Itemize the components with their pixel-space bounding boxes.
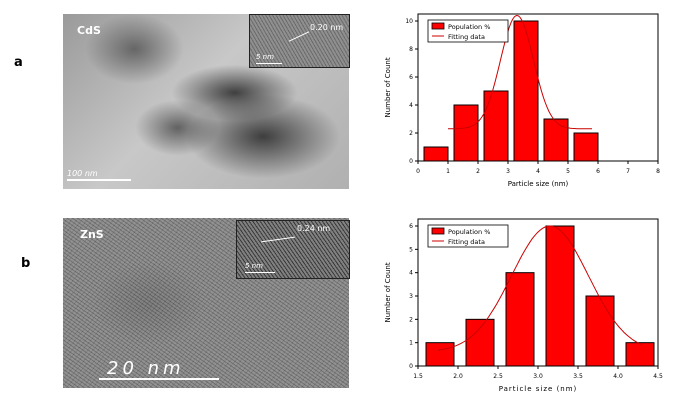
y-tick-label: 6 (409, 74, 413, 81)
bar-5 (543, 118, 569, 162)
scale-bar (99, 378, 219, 380)
x-tick-label: 3.0 (533, 373, 543, 380)
bar-3 (505, 272, 535, 367)
lattice-spacing-label: 0.20 nm (310, 23, 344, 32)
y-tick-label: 1 (409, 340, 413, 347)
hrtem-inset-cds: 0.20 nm 5 nm (249, 14, 350, 68)
y-tick-label: 0 (409, 363, 413, 370)
hrtem-inset-zns: 0.24 nm 5 nm (236, 220, 350, 279)
y-tick-label: 4 (409, 270, 413, 277)
y-tick-label: 2 (409, 316, 413, 323)
bar-4 (513, 20, 539, 162)
fit-curve (448, 14, 592, 130)
x-tick-label: 4.5 (653, 373, 663, 380)
y-tick-label: 0 (409, 158, 413, 165)
inset-scale-bar (256, 63, 282, 64)
x-tick-label: 0 (416, 168, 420, 175)
y-tick-label: 4 (409, 102, 413, 109)
x-tick-label: 1 (446, 168, 450, 175)
y-tick-label: 8 (409, 46, 413, 53)
bar-1 (425, 342, 455, 367)
lattice-spacing-label: 0.24 nm (297, 224, 331, 233)
panel-label-b: b (21, 256, 31, 271)
inset-scale-label: 5 nm (245, 262, 263, 270)
x-tick-label: 6 (596, 168, 600, 175)
y-tick-label: 2 (409, 130, 413, 137)
scale-bar-label: 20 nm (107, 358, 185, 379)
inset-scale-label: 5 nm (256, 53, 274, 61)
y-axis-label: Number of Count (384, 262, 392, 322)
legend-label-fit: Fitting data (448, 33, 485, 41)
fit-curve (437, 225, 643, 351)
y-tick-label: 6 (409, 223, 413, 230)
x-tick-label: 1.5 (413, 373, 423, 380)
bar-2 (465, 318, 495, 367)
x-tick-label: 4.0 (613, 373, 623, 380)
y-axis-label: Number of Count (384, 57, 392, 117)
legend-label-population: Population % (448, 228, 490, 236)
bar-6 (573, 132, 599, 162)
x-tick-label: 7 (626, 168, 630, 175)
histogram-cds: 0 1 2 3 4 5 6 7 8 0 2 4 6 8 10 Particle size (nm) Number… (384, 13, 660, 188)
x-tick-label: 5 (566, 168, 570, 175)
x-tick-label: 3.5 (573, 373, 583, 380)
x-tick-label: 2 (476, 168, 480, 175)
x-tick-label: 8 (656, 168, 660, 175)
x-tick-label: 4 (536, 168, 540, 175)
y-tick-label: 5 (409, 246, 413, 253)
legend-bar-swatch (431, 227, 445, 235)
bar-3 (483, 90, 509, 162)
legend-label-population: Population % (448, 23, 490, 31)
panel-label-a: a (14, 55, 23, 70)
scale-bar (67, 179, 131, 181)
inset-scale-bar (245, 272, 275, 273)
tem-image-zns: ZnS 20 nm (63, 218, 349, 388)
bar-6 (625, 342, 655, 367)
x-axis-label: Particle size (nm) (508, 180, 569, 188)
y-tick-label: 10 (405, 18, 413, 25)
y-tick-label: 3 (409, 293, 413, 300)
lattice-arrow (261, 236, 295, 243)
legend-bar-swatch (431, 22, 445, 30)
histogram-zns: 1.5 2.0 2.5 3.0 3.5 4.0 4.5 0 1 2 3 4 5 6 Particle siz… (384, 218, 663, 393)
legend-label-fit: Fitting data (448, 238, 485, 246)
x-tick-label: 2.5 (493, 373, 503, 380)
lattice-arrow (288, 31, 310, 42)
x-axis-label: Particle size (nm) (499, 385, 578, 393)
bar-4 (545, 225, 575, 367)
legend-box (427, 19, 509, 43)
bar-5 (585, 295, 615, 367)
legend-box (427, 224, 509, 248)
bar-1 (423, 146, 449, 162)
material-label-cds: CdS (77, 24, 101, 37)
material-label-zns: ZnS (80, 228, 104, 241)
x-tick-label: 3 (506, 168, 510, 175)
x-tick-label: 2.0 (453, 373, 463, 380)
scale-bar-label: 100 nm (67, 169, 98, 178)
bar-2 (453, 104, 479, 162)
